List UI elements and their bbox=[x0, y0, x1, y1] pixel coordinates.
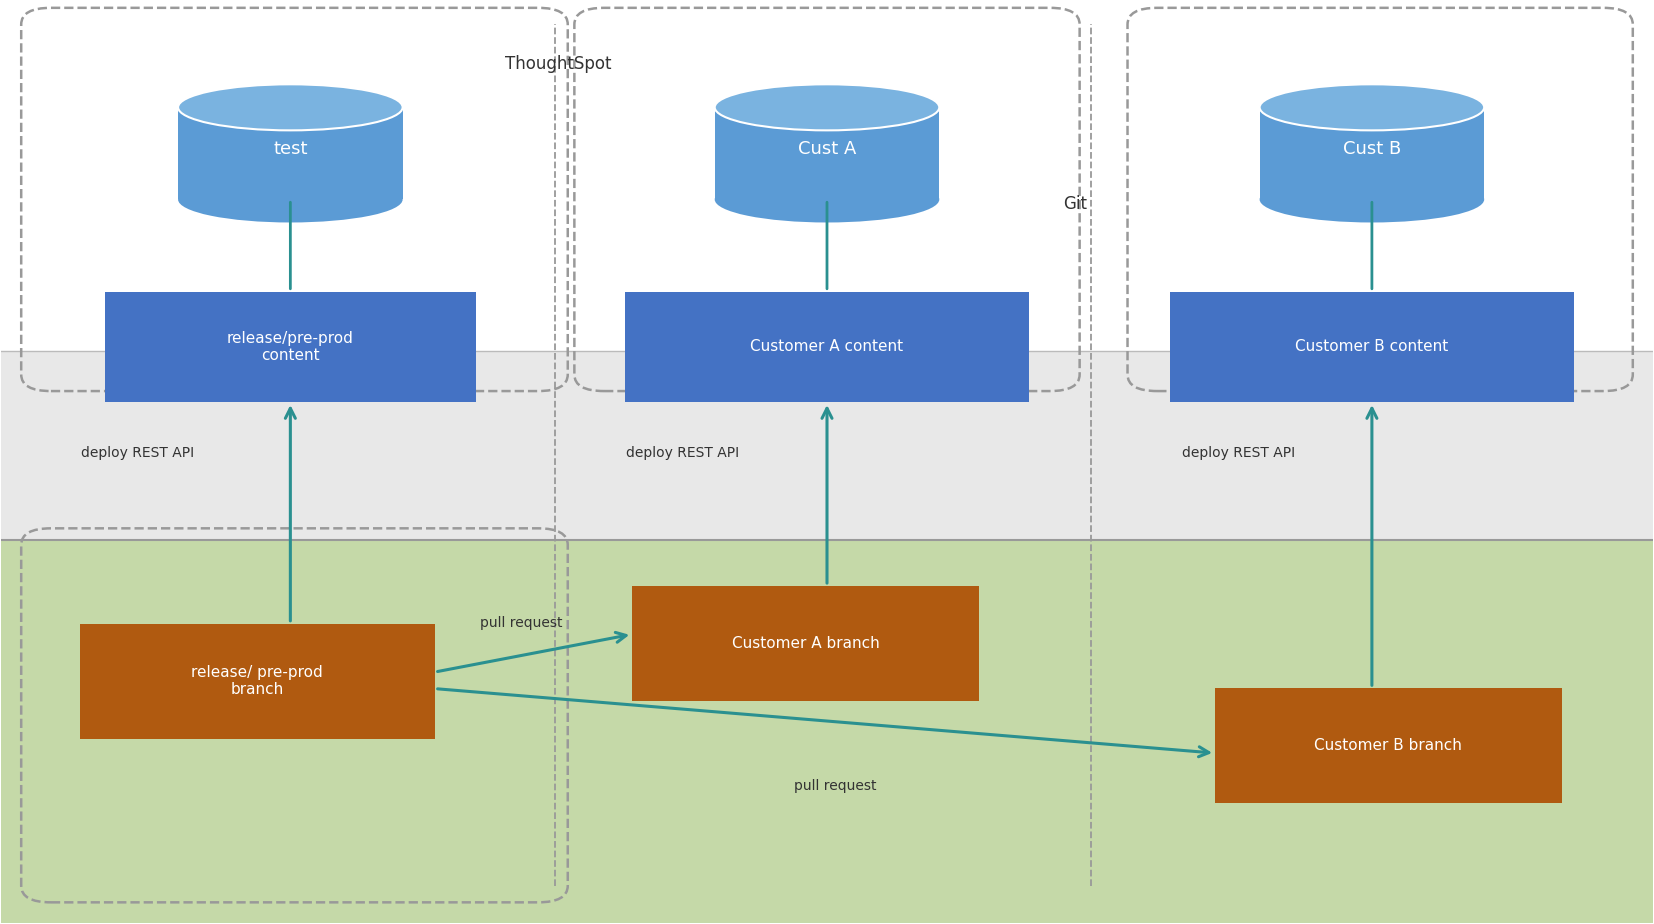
Text: Customer A content: Customer A content bbox=[751, 339, 903, 354]
Ellipse shape bbox=[1260, 84, 1484, 130]
Text: test: test bbox=[273, 140, 308, 158]
FancyBboxPatch shape bbox=[625, 292, 1029, 402]
Polygon shape bbox=[715, 107, 939, 200]
FancyBboxPatch shape bbox=[18, 2, 1636, 351]
Ellipse shape bbox=[715, 176, 939, 223]
Text: pull request: pull request bbox=[794, 779, 877, 794]
Text: deploy REST API: deploy REST API bbox=[625, 445, 739, 460]
Polygon shape bbox=[1260, 107, 1484, 200]
FancyBboxPatch shape bbox=[79, 624, 435, 739]
Text: ThoughtSpot: ThoughtSpot bbox=[504, 55, 612, 73]
Text: Customer B branch: Customer B branch bbox=[1315, 738, 1462, 753]
Ellipse shape bbox=[1260, 176, 1484, 223]
FancyBboxPatch shape bbox=[104, 292, 476, 402]
Polygon shape bbox=[179, 107, 402, 200]
Text: Customer B content: Customer B content bbox=[1295, 339, 1449, 354]
Ellipse shape bbox=[179, 176, 402, 223]
Text: deploy REST API: deploy REST API bbox=[1183, 445, 1295, 460]
FancyBboxPatch shape bbox=[632, 586, 979, 701]
FancyBboxPatch shape bbox=[1216, 688, 1561, 803]
Text: release/ pre-prod
branch: release/ pre-prod branch bbox=[192, 665, 323, 698]
Ellipse shape bbox=[715, 84, 939, 130]
Text: Cust A: Cust A bbox=[797, 140, 857, 158]
Text: Git: Git bbox=[1064, 195, 1087, 213]
FancyBboxPatch shape bbox=[2, 541, 1652, 922]
FancyBboxPatch shape bbox=[2, 351, 1652, 541]
Text: pull request: pull request bbox=[480, 616, 562, 630]
Text: release/pre-prod
content: release/pre-prod content bbox=[227, 331, 354, 363]
Text: deploy REST API: deploy REST API bbox=[81, 445, 194, 460]
Text: Cust B: Cust B bbox=[1343, 140, 1401, 158]
Text: Customer A branch: Customer A branch bbox=[731, 636, 880, 651]
FancyBboxPatch shape bbox=[1169, 292, 1575, 402]
Ellipse shape bbox=[179, 84, 402, 130]
